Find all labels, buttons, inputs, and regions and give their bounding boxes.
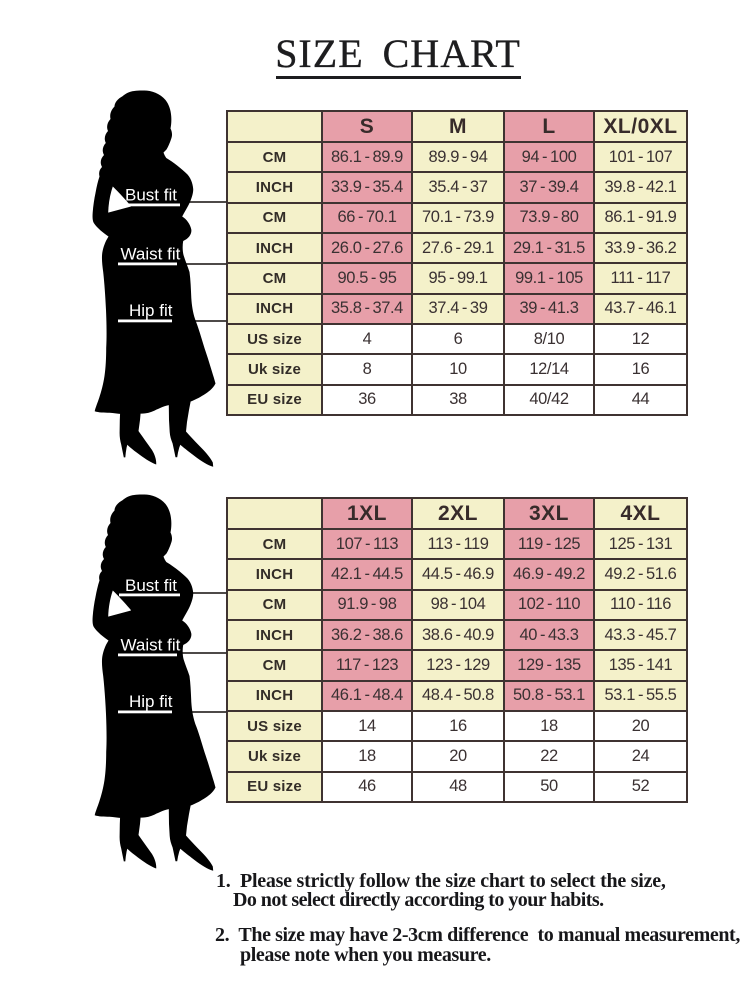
svg-text:Waist fit: Waist fit	[121, 636, 181, 655]
svg-text:Waist fit: Waist fit	[121, 245, 181, 264]
svg-text:Bust fit: Bust fit	[125, 186, 177, 205]
svg-text:Hip fit: Hip fit	[129, 301, 173, 320]
svg-text:Bust fit: Bust fit	[125, 576, 177, 595]
svg-text:Hip fit: Hip fit	[129, 692, 173, 711]
